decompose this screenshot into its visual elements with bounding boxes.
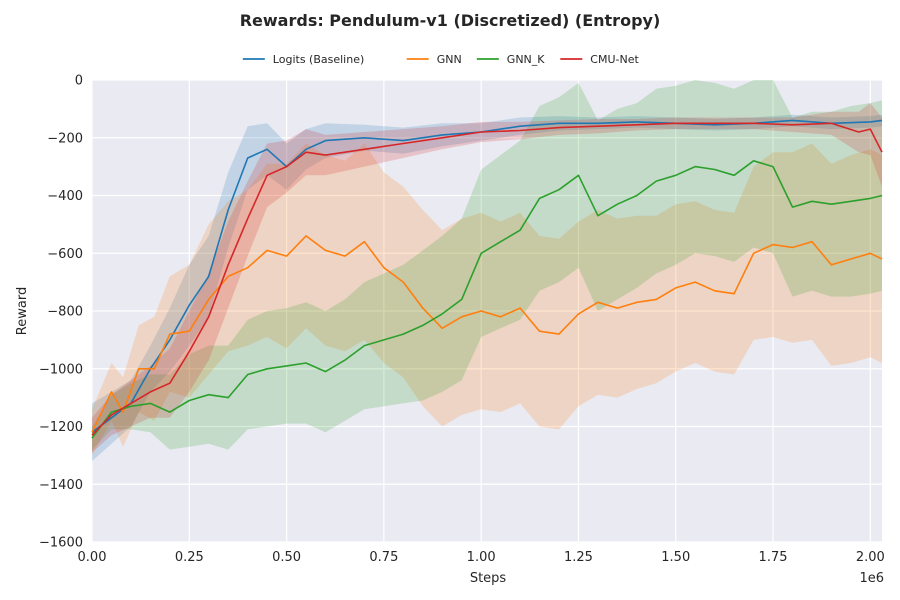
legend-label-cmu-net: CMU-Net [590, 53, 639, 66]
confidence-bands [92, 80, 882, 462]
band-gnn [92, 143, 882, 456]
x-tick-label: 2.00 [856, 550, 885, 565]
line-cmu-net [91, 122, 883, 436]
x-tick-label: 0.25 [175, 550, 204, 565]
legend-label-logits-baseline-: Logits (Baseline) [273, 53, 364, 66]
x-axis-label: Steps [470, 571, 507, 586]
chart-title: Rewards: Pendulum-v1 (Discretized) (Entr… [240, 11, 661, 30]
line-gnn-k [91, 160, 883, 439]
y-tick-label: −800 [47, 305, 83, 320]
x-tick-label: 0.75 [369, 550, 398, 565]
y-tick-label: −1200 [39, 420, 83, 435]
y-tick-label: −1600 [39, 536, 83, 551]
y-tick-label: −1400 [39, 478, 83, 493]
x-axis-ticks: 0.00 0.25 0.50 0.75 1.00 1.25 1.50 1.75 2.00 [78, 550, 885, 565]
x-axis-offset-label: 1e6 [859, 571, 884, 586]
y-tick-label: −400 [47, 189, 83, 204]
line-gnn [91, 235, 883, 433]
y-axis-ticks: 0 −200 −400 −600 −800 −1000 −1200 −1400 −1600 [39, 74, 83, 551]
x-tick-label: 1.25 [564, 550, 593, 565]
y-tick-label: −1000 [39, 362, 83, 377]
band-gnn-k [92, 80, 882, 450]
y-axis-label: Reward [15, 287, 30, 335]
y-tick-label: 0 [75, 74, 83, 89]
x-tick-label: 0.50 [272, 550, 301, 565]
y-tick-label: −200 [47, 131, 83, 146]
series-lines [91, 119, 883, 439]
grid-lines [91, 79, 882, 543]
legend-label-gnn: GNN [437, 53, 462, 66]
x-tick-label: 0.00 [78, 550, 107, 565]
x-tick-label: 1.75 [759, 550, 788, 565]
x-tick-label: 1.00 [467, 550, 496, 565]
x-tick-label: 1.50 [661, 550, 690, 565]
y-tick-label: −600 [47, 247, 83, 262]
legend-label-gnn-k: GNN_K [507, 53, 545, 66]
legend: Logits (Baseline) GNN GNN_K CMU-Net [242, 53, 639, 66]
